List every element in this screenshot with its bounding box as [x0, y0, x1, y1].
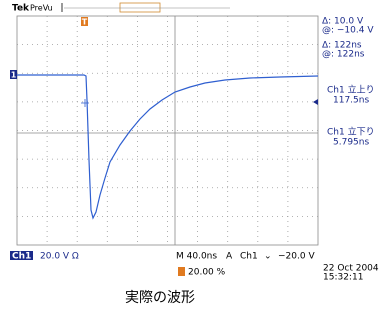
readout: @: −10.4 V	[322, 26, 374, 36]
status-trig-channel: Ch1	[240, 252, 258, 262]
measure-label: Ch1 立上り	[327, 84, 375, 96]
status-scale: 20.0 V Ω	[40, 252, 79, 262]
scope-screen: Tek PreVu 1 T Δ: 10.0 V @: −10.4 V Δ: 12…	[0, 0, 390, 311]
readout: @: 122ns	[322, 50, 365, 60]
ch1-marker: 1	[11, 71, 17, 80]
measure-value: 117.5ns	[333, 96, 369, 106]
status-trig-level: −20.0 V	[278, 252, 315, 262]
brand: Tek	[12, 4, 30, 14]
status-timebase: M 40.0ns	[176, 252, 217, 262]
measure-label: Ch1 立下り	[327, 126, 375, 138]
trigpos-marker	[178, 267, 185, 276]
time: 15:32:11	[323, 273, 363, 283]
status-channel: Ch1	[12, 252, 31, 262]
page: {"header": {"brand": "Tek", "mode": "Pre…	[0, 0, 390, 311]
status-trig-pos: 20.00 %	[188, 268, 226, 278]
trigger-marker: T	[82, 18, 88, 27]
measure-value: 5.795ns	[333, 138, 369, 148]
record-view	[120, 3, 160, 12]
caption: 実際の波形	[125, 290, 195, 306]
mode: PreVu	[30, 4, 53, 13]
status-acq: A	[226, 252, 233, 262]
status-trig-slope: ⌄	[264, 252, 272, 262]
